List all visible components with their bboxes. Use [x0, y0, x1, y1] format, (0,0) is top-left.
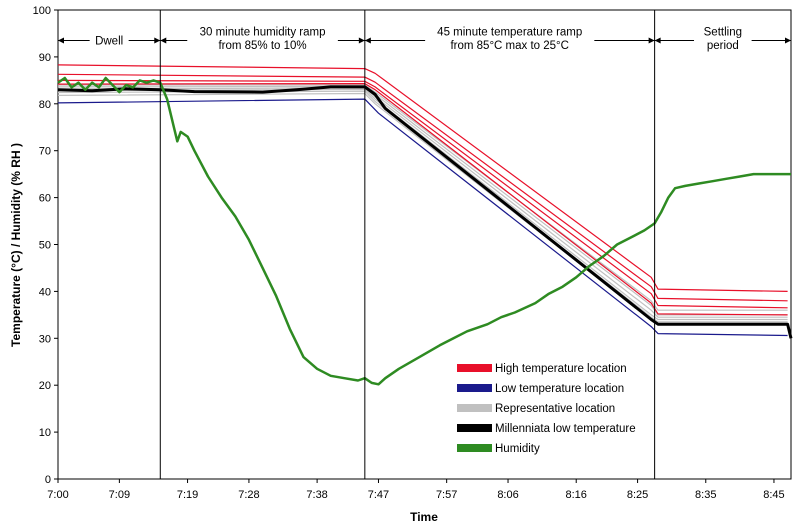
x-axis-title: Time — [410, 510, 438, 524]
x-tick-label: 7:28 — [238, 489, 259, 501]
y-tick-label: 60 — [39, 193, 51, 205]
legend: High temperature location Low temperature… — [457, 363, 636, 455]
series-line-millenniata-low-temperature — [57, 85, 793, 339]
x-tick-label: 7:00 — [47, 489, 68, 501]
legend-swatch — [457, 404, 492, 412]
y-axis-title: Temperature (°C) / Humidity (% RH ) — [9, 143, 23, 347]
legend-swatch — [457, 364, 492, 372]
x-tick-label: 7:57 — [436, 489, 457, 501]
phase-label: period — [707, 40, 739, 52]
legend-label: Millenniata low temperature — [495, 423, 636, 435]
legend-swatch — [457, 384, 492, 392]
legend-swatch — [457, 424, 492, 432]
arrow-head-right — [785, 37, 791, 44]
phase-label: 45 minute temperature ramp — [437, 26, 582, 38]
y-tick-label: 50 — [39, 240, 51, 252]
phase-label: from 85% to 10% — [218, 40, 306, 52]
y-tick-label: 0 — [45, 474, 51, 486]
y-tick-label: 10 — [39, 427, 51, 439]
series-layer — [57, 64, 793, 386]
series-line-high-temperature-location — [57, 83, 788, 316]
x-tick-label: 8:25 — [627, 489, 648, 501]
x-tick-label: 8:06 — [497, 489, 518, 501]
arrow-head-left — [364, 37, 371, 44]
x-tick-label: 8:16 — [566, 489, 587, 501]
y-tick-label: 80 — [39, 99, 51, 111]
legend-label: High temperature location — [495, 363, 627, 375]
x-tick-label: 8:45 — [763, 489, 784, 501]
arrow-head-left — [58, 37, 64, 44]
y-axis: 0 10 20 30 40 50 60 70 80 90 100 — [33, 5, 58, 486]
series-line-representative-location — [57, 85, 788, 316]
y-tick-label: 100 — [33, 5, 51, 17]
phase-annotations: Dwell 30 minute humidity ramp from 85% to … — [58, 10, 791, 479]
phase-label: 30 minute humidity ramp — [200, 26, 326, 38]
phase-label: Settling — [704, 26, 742, 38]
series-line-high-temperature-location — [57, 79, 788, 309]
x-tick-label: 7:19 — [177, 489, 198, 501]
arrow-head-right — [648, 37, 655, 44]
series-line-high-temperature-location — [57, 64, 788, 292]
series-line-low-temperature-location — [57, 98, 788, 337]
x-tick-label: 8:35 — [695, 489, 716, 501]
y-tick-label: 90 — [39, 52, 51, 64]
x-axis: 7:00 7:09 7:19 7:28 7:38 7:47 7:57 8:06 8:16 8:25… — [47, 479, 785, 501]
x-tick-label: 7:47 — [368, 489, 389, 501]
phase-label: Dwell — [95, 35, 123, 47]
x-tick-label: 7:38 — [306, 489, 327, 501]
x-tick-label: 7:09 — [109, 489, 130, 501]
legend-label: Low temperature location — [495, 383, 624, 395]
legend-label: Humidity — [495, 443, 540, 455]
phase-label: from 85°C max to 25°C — [450, 40, 569, 52]
y-tick-label: 30 — [39, 333, 51, 345]
y-tick-label: 20 — [39, 380, 51, 392]
legend-label: Representative location — [495, 403, 615, 415]
arrow-head-left — [160, 37, 167, 44]
series-line-high-temperature-location — [57, 73, 788, 302]
arrow-head-right — [154, 37, 161, 44]
series-line-humidity — [57, 76, 791, 386]
arrow-head-left — [654, 37, 661, 44]
arrow-head-right — [358, 37, 365, 44]
y-tick-label: 70 — [39, 146, 51, 158]
y-tick-label: 40 — [39, 286, 51, 298]
legend-swatch — [457, 444, 492, 452]
